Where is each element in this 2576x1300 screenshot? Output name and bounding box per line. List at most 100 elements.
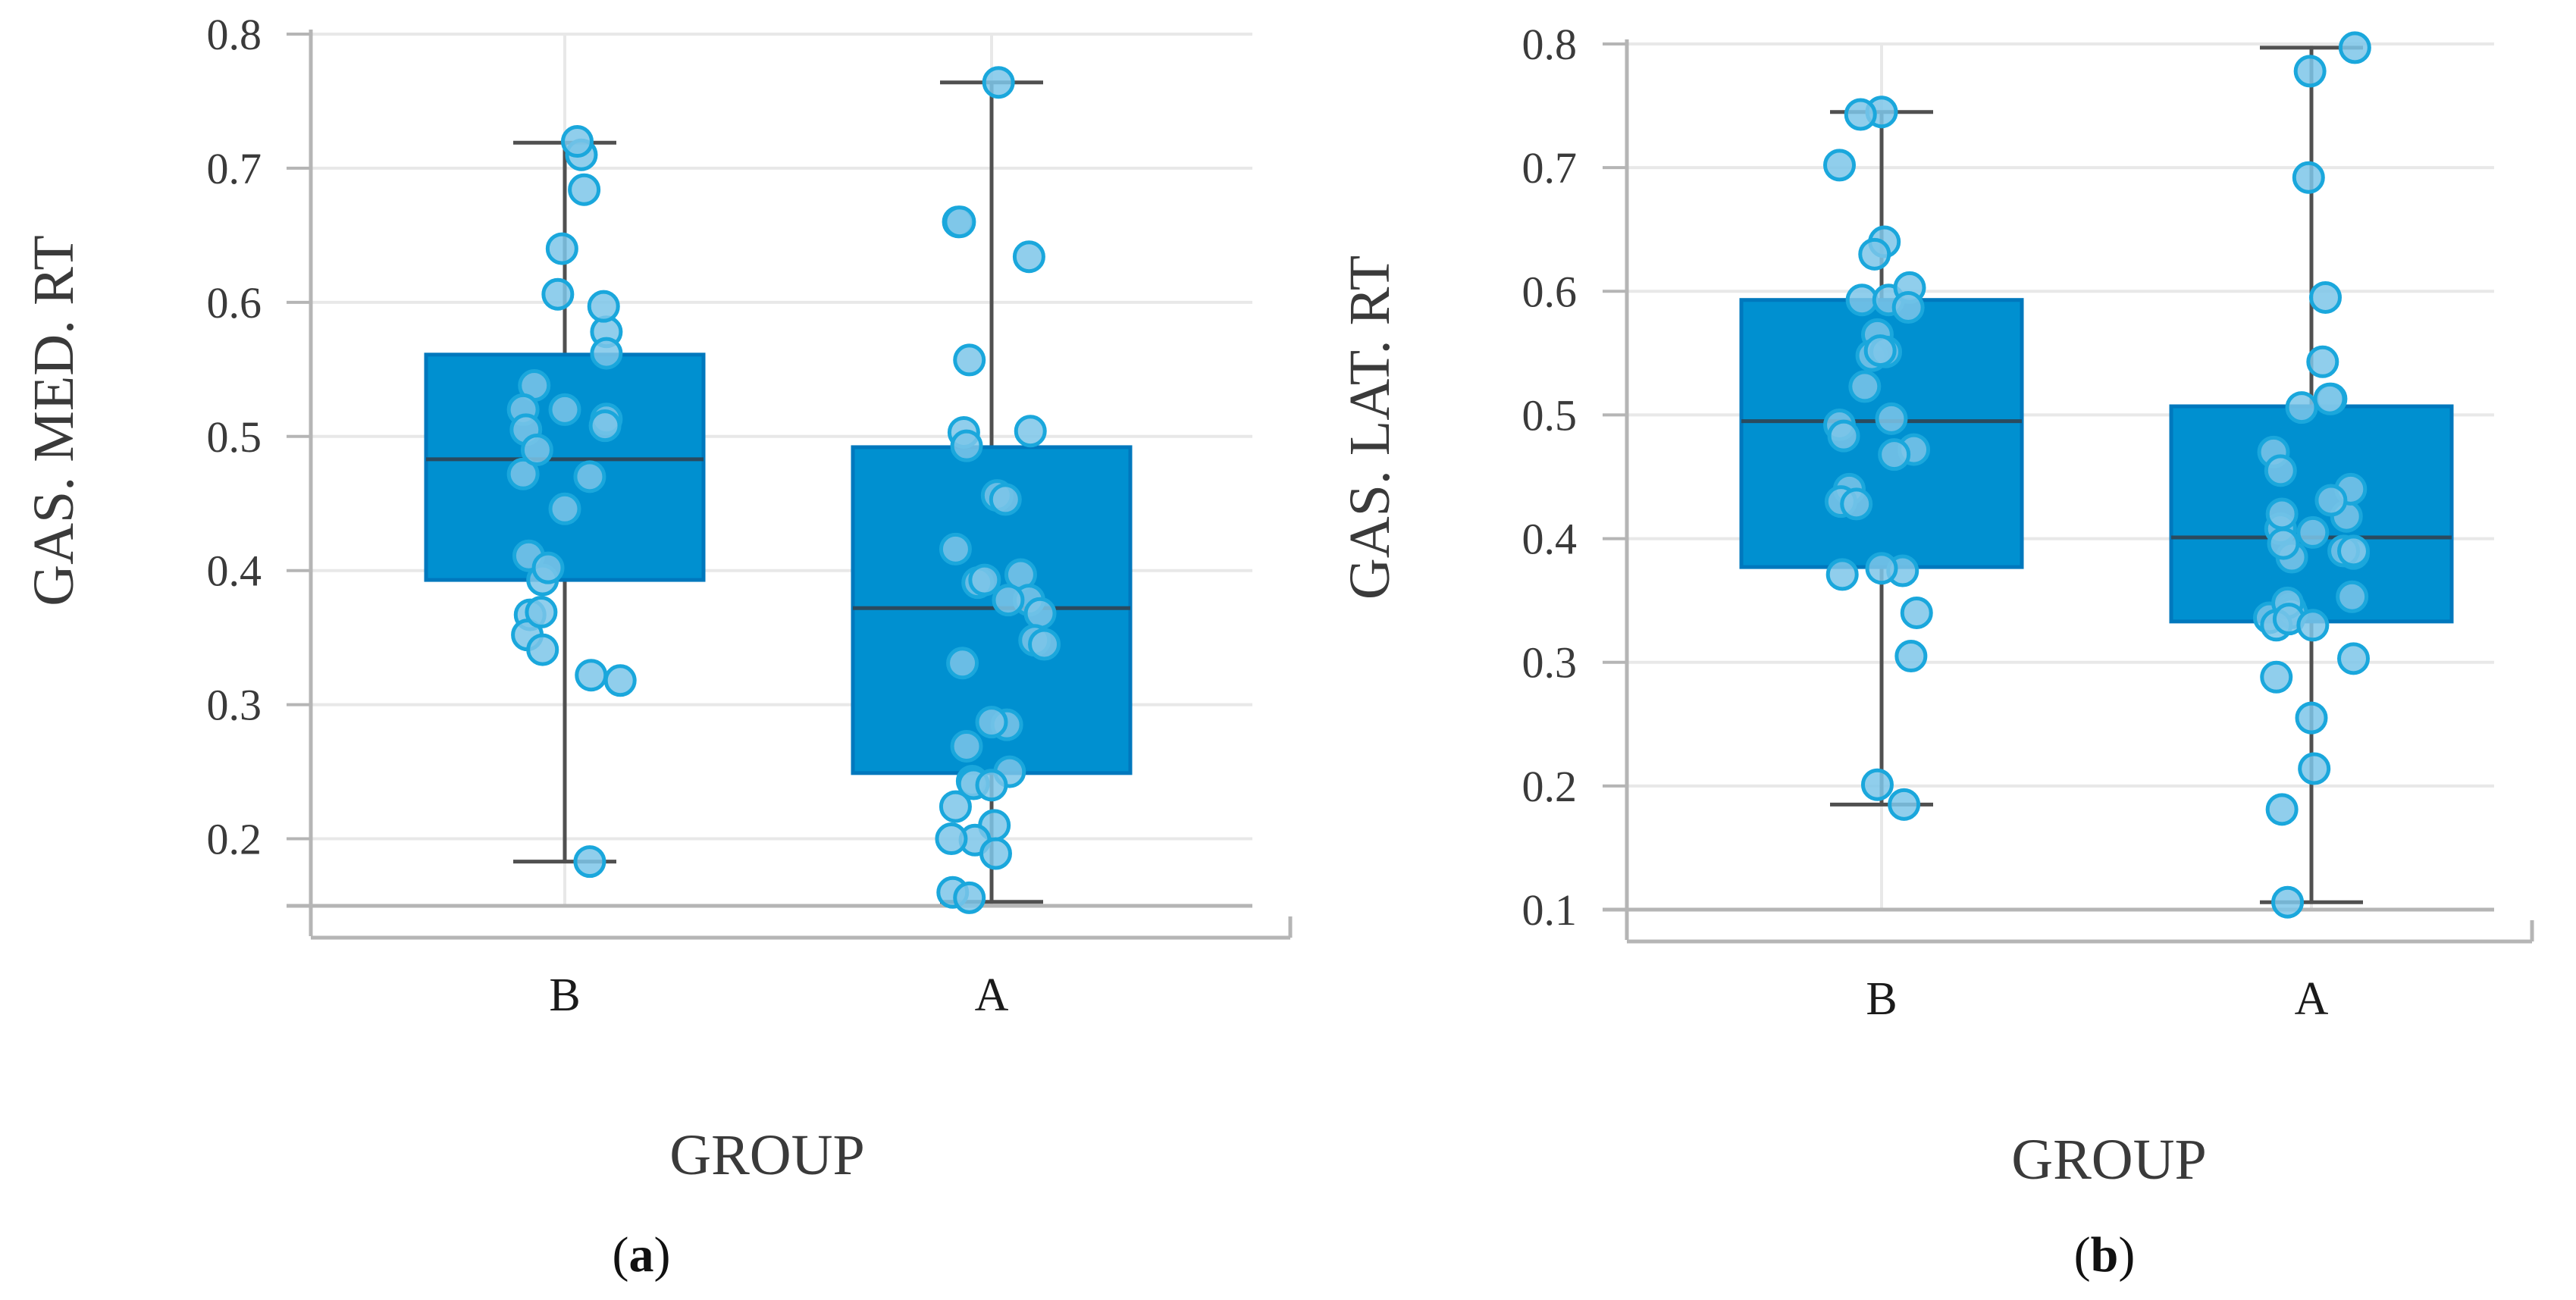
panel-a-point-A <box>1023 597 1057 630</box>
panel-a-point-A <box>935 822 968 856</box>
panel-a-label: (a) <box>613 1227 671 1283</box>
panel-a-point-A <box>950 729 983 763</box>
panel-a-point-B <box>560 125 594 158</box>
panel-a-point-B <box>568 173 601 206</box>
panel-b-point-B <box>1888 788 1921 821</box>
panel-a-points <box>506 66 1061 914</box>
panel-a-point-B <box>525 596 558 629</box>
panel-b-ytick-label: 0.8 <box>1522 20 1578 69</box>
panel-a-ytick-label: 0.2 <box>207 815 262 864</box>
panel-a-point-A <box>1028 628 1061 661</box>
panel-a-point-A <box>968 563 1001 597</box>
panel-b-point-A <box>2265 793 2299 826</box>
panel-b-point-A <box>2285 391 2318 424</box>
panel-a-xtick-label: B <box>549 970 580 1021</box>
panel-a-ytick-label: 0.4 <box>207 547 262 596</box>
panel-a-point-A <box>943 205 976 239</box>
panel-a-point-B <box>573 845 606 879</box>
panel-b-point-A <box>2267 527 2300 560</box>
panel-a-point-A <box>989 483 1022 516</box>
panel-b-ytick-label: 0.2 <box>1522 762 1578 811</box>
panel-a-point-A <box>975 706 1008 739</box>
panel-a-point-B <box>545 232 578 265</box>
panel-a-point-B <box>541 277 575 311</box>
panel-a-point-B <box>506 457 540 490</box>
panel-b-point-B <box>1891 290 1925 324</box>
panel-a-xtick-label: A <box>975 970 1009 1021</box>
panel-b-point-A <box>2296 609 2330 642</box>
panel-a-point-A <box>953 881 986 914</box>
panel-a-point-B <box>548 393 581 426</box>
panel-b-xlabel: GROUP <box>2011 1128 2207 1192</box>
panel-b-ylabel: GAS. LAT. RT <box>1338 255 1402 600</box>
panel-a-point-A <box>1014 415 1047 448</box>
panel-b-point-B <box>1845 283 1879 317</box>
panel-b: 0.10.20.30.40.50.60.70.8B A GAS. LAT. RT … <box>1338 20 2534 1283</box>
panel-b-point-A <box>2309 280 2342 314</box>
panel-a-label-close: ) <box>654 1227 671 1283</box>
panel-a-point-A <box>939 790 972 823</box>
panel-a-point-B <box>573 460 606 493</box>
panel-a-point-A <box>953 343 986 377</box>
panel-a-point-A <box>939 532 972 565</box>
panel-b-label-open: ( <box>2074 1227 2091 1283</box>
panel-a-point-A <box>979 837 1012 870</box>
panel-a-point-A <box>975 769 1008 802</box>
panel-a-point-B <box>531 551 565 584</box>
panel-b-point-B <box>1848 370 1882 403</box>
panel-b-box-A <box>2169 404 2454 624</box>
panel-b-point-A <box>2264 454 2297 487</box>
panel-b-point-A <box>2298 752 2331 785</box>
panel-b-point-B <box>1875 402 1908 435</box>
panel-b-point-A <box>2292 161 2325 194</box>
panel-a-box-B <box>424 352 706 582</box>
panel-b-point-A <box>2313 382 2346 415</box>
panel-a-point-A <box>1012 240 1045 274</box>
panel-b-point-A <box>2293 55 2327 88</box>
panel-b-point-B <box>1865 552 1898 585</box>
panel-b-point-B <box>1844 98 1877 131</box>
panel-b-point-B <box>1825 558 1859 591</box>
panel-b-ytick-label: 0.1 <box>1522 885 1578 935</box>
panel-b-point-A <box>2338 31 2371 64</box>
panel-a-point-B <box>520 433 553 466</box>
panel-b-point-B <box>1878 438 1911 471</box>
panel-a-ytick-label: 0.5 <box>207 412 262 462</box>
panel-a-point-B <box>588 409 622 443</box>
panel-a-point-B <box>526 633 559 666</box>
panel-b-point-A <box>2337 534 2370 568</box>
panel-a-point-A <box>950 429 983 462</box>
panel-a-point-B <box>548 492 581 525</box>
panel-b-label-letter: b <box>2091 1227 2119 1283</box>
panel-a-point-B <box>587 290 620 323</box>
panel-a-point-B <box>575 659 608 692</box>
panel-b-ytick-label: 0.3 <box>1522 638 1578 688</box>
panel-b-point-B <box>1863 334 1897 368</box>
panel-b-axes: 0.1 0.2 0.3 0.4 0.5 0.6 0.7 0.8 B A <box>1522 20 2534 1025</box>
panel-a-point-B <box>603 664 637 697</box>
panel-b-xtick-label: A <box>2295 973 2329 1025</box>
panel-a-ytick-label: 0.7 <box>207 144 262 193</box>
panel-a-ytick-label: 0.6 <box>207 278 262 327</box>
panel-b-point-B <box>1860 768 1894 801</box>
panel-b-point-A <box>2337 642 2370 675</box>
panel-a-label-open: ( <box>613 1227 629 1283</box>
panel-b-point-A <box>2306 345 2339 378</box>
panel-b-label-close: ) <box>2118 1227 2135 1283</box>
panel-b-point-A <box>2296 515 2330 549</box>
panel-b-point-B <box>1900 596 1933 629</box>
panel-b-point-A <box>2314 484 2348 517</box>
panel-b-point-A <box>2260 660 2293 694</box>
panel-a-point-A <box>946 647 979 680</box>
panel-b-point-B <box>1858 237 1891 271</box>
panel-b-ytick-label: 0.4 <box>1522 515 1578 564</box>
panel-a-boxes <box>424 80 1133 904</box>
panel-b-point-A <box>2271 885 2305 919</box>
panel-b-point-A <box>2265 497 2299 531</box>
panel-b-point-B <box>1823 149 1856 182</box>
panel-a-label-letter: a <box>629 1227 654 1283</box>
panel-b-point-B <box>1840 487 1873 521</box>
panel-a-point-A <box>982 66 1015 99</box>
panel-b-point-A <box>2295 701 2328 735</box>
